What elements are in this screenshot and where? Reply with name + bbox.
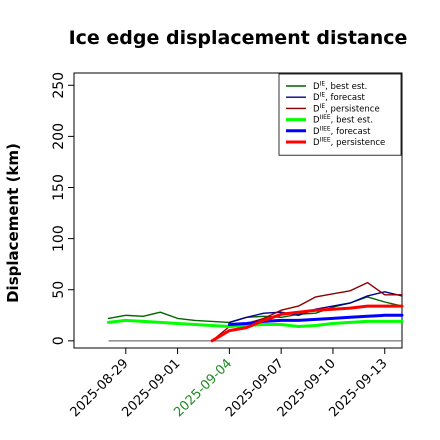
plot-frame <box>73 72 403 349</box>
y-tick-label: 200 <box>51 123 67 150</box>
x-axis: 2025-08-292025-09-012025-09-042025-09-07… <box>68 348 391 420</box>
legend-label: DIIEE, persistence <box>313 137 385 149</box>
y-tick-label: 50 <box>51 281 67 299</box>
legend-label: DIE, persistence <box>313 103 380 115</box>
chart-title: Ice edge displacement distance <box>69 27 408 49</box>
y-tick-label: 100 <box>51 225 67 252</box>
series-line-6 <box>210 304 404 343</box>
legend-label: DIIEE, best est. <box>313 114 373 126</box>
legend-label: DIIEE, forecast <box>313 125 371 137</box>
y-axis: 0 50 100 150 200 250 <box>51 72 74 345</box>
legend-label: DIE, forecast <box>313 92 366 104</box>
y-tick-label: 250 <box>51 72 67 99</box>
legend-label: DIE, best est. <box>313 81 367 93</box>
series-layer <box>107 281 404 343</box>
series-line-1 <box>107 296 403 324</box>
y-tick-label: 150 <box>51 174 67 201</box>
y-axis-label: Displacement (km) <box>4 143 22 303</box>
y-tick-label: 0 <box>51 336 67 345</box>
